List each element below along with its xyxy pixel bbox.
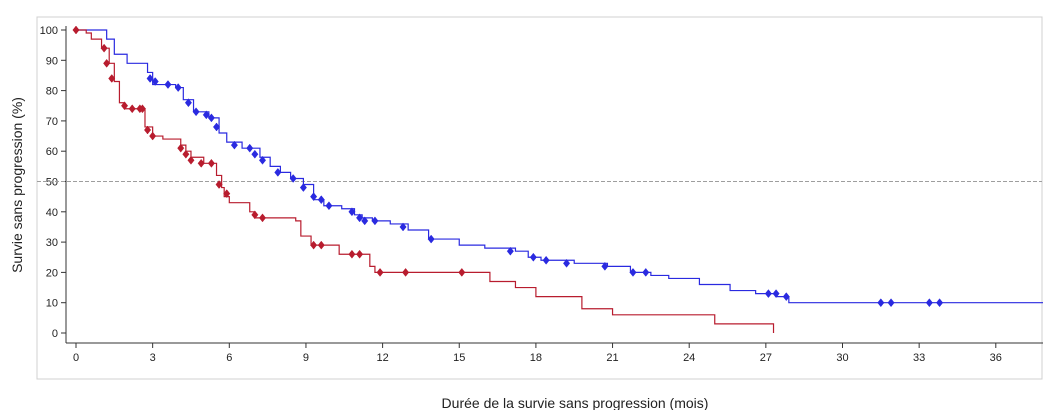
censor-marker-series-1 [174, 83, 182, 92]
censor-marker-series-2 [317, 240, 325, 250]
censor-marker-series-2 [149, 131, 157, 141]
censor-marker-series-1 [317, 195, 325, 205]
censor-marker-series-2 [121, 101, 129, 111]
censor-marker-series-2 [376, 267, 384, 277]
censor-marker-series-1 [325, 201, 333, 211]
censor-marker-series-1 [506, 246, 514, 256]
censor-marker-series-1 [246, 143, 254, 153]
y-tick-label: 50 [46, 177, 58, 189]
censor-marker-series-2 [402, 267, 410, 277]
censor-marker-series-2 [72, 25, 80, 35]
y-tick-label: 70 [46, 116, 58, 128]
censor-marker-series-1 [356, 213, 364, 223]
x-tick-label: 21 [606, 352, 618, 364]
censor-marker-series-1 [299, 183, 307, 192]
censor-marker-series-1 [184, 98, 192, 108]
censor-marker-series-1 [399, 222, 407, 232]
survival-curve-2 [76, 29, 775, 333]
censor-markers-group [72, 25, 944, 308]
censor-marker-series-2 [128, 104, 136, 114]
x-tick-label: 18 [530, 352, 542, 364]
x-tick-label: 12 [376, 352, 388, 364]
censor-marker-series-1 [289, 174, 297, 183]
censor-marker-series-1 [542, 255, 550, 265]
y-tick-label: 30 [46, 237, 58, 249]
x-tick-label: 30 [836, 352, 848, 364]
censor-marker-series-1 [213, 122, 221, 132]
censor-marker-series-1 [782, 292, 790, 302]
censor-marker-series-2 [215, 180, 223, 189]
censor-marker-series-1 [371, 216, 379, 226]
censor-marker-series-1 [529, 252, 537, 262]
y-tick-label: 0 [52, 328, 58, 340]
censor-marker-series-1 [151, 77, 159, 86]
x-tick-label: 33 [913, 352, 925, 364]
x-tick-label: 9 [303, 352, 309, 364]
censor-marker-series-1 [877, 298, 885, 308]
y-tick-label: 80 [46, 86, 58, 98]
censor-marker-series-2 [348, 249, 356, 259]
censor-marker-series-1 [192, 107, 200, 117]
censor-marker-series-2 [177, 143, 185, 153]
censor-marker-series-1 [202, 110, 210, 120]
censor-marker-series-2 [223, 189, 231, 199]
censor-marker-series-2 [258, 213, 267, 223]
censor-marker-series-1 [629, 267, 637, 277]
x-tick-label: 6 [226, 352, 232, 364]
censor-marker-series-1 [348, 207, 356, 217]
y-tick-label: 20 [46, 267, 58, 279]
censor-marker-series-1 [427, 234, 435, 244]
censor-marker-series-1 [936, 298, 944, 308]
censor-marker-series-1 [310, 192, 318, 202]
censor-marker-series-2 [144, 125, 152, 135]
censor-marker-series-2 [187, 155, 195, 165]
censor-marker-series-2 [108, 74, 116, 83]
censor-marker-series-1 [361, 216, 369, 226]
censor-marker-series-1 [764, 289, 772, 299]
y-axis-title: Survie sans progression (%) [9, 97, 25, 273]
censor-marker-series-1 [887, 298, 895, 308]
x-tick-label: 0 [73, 352, 79, 364]
x-tick-label: 27 [760, 352, 772, 364]
censor-marker-series-2 [138, 104, 146, 114]
censor-marker-series-1 [230, 140, 238, 150]
censor-marker-series-1 [563, 258, 571, 268]
x-axis-title: Durée de la survie sans progression (moi… [442, 395, 709, 410]
x-tick-label: 15 [453, 352, 465, 364]
y-tick-label: 100 [40, 25, 58, 37]
censor-marker-series-1 [925, 298, 933, 308]
censor-marker-series-2 [197, 158, 205, 168]
y-tick-label: 60 [46, 146, 58, 158]
censor-marker-series-1 [642, 267, 650, 277]
censor-marker-series-2 [251, 210, 259, 220]
x-tick-label: 3 [150, 352, 156, 364]
censor-marker-series-1 [146, 74, 154, 83]
censor-marker-series-1 [274, 168, 282, 177]
censor-marker-series-2 [207, 158, 215, 168]
censor-marker-series-2 [458, 267, 466, 277]
censor-marker-series-2 [103, 58, 111, 68]
x-tick-label: 36 [990, 352, 1002, 364]
censor-marker-series-2 [100, 43, 108, 53]
censor-marker-series-1 [251, 149, 259, 159]
y-tick-label: 10 [46, 298, 58, 310]
y-tick-label: 90 [46, 55, 58, 67]
censor-marker-series-1 [258, 155, 267, 165]
censor-marker-series-2 [310, 240, 318, 250]
censor-marker-series-2 [356, 249, 364, 259]
censor-marker-series-1 [207, 113, 215, 123]
y-tick-label: 40 [46, 207, 58, 219]
censor-marker-series-1 [601, 261, 609, 271]
censor-marker-series-1 [164, 80, 172, 89]
x-tick-label: 24 [683, 352, 695, 364]
censor-marker-series-1 [772, 289, 780, 299]
censor-marker-series-2 [182, 149, 190, 159]
plot-frame [36, 16, 1043, 380]
